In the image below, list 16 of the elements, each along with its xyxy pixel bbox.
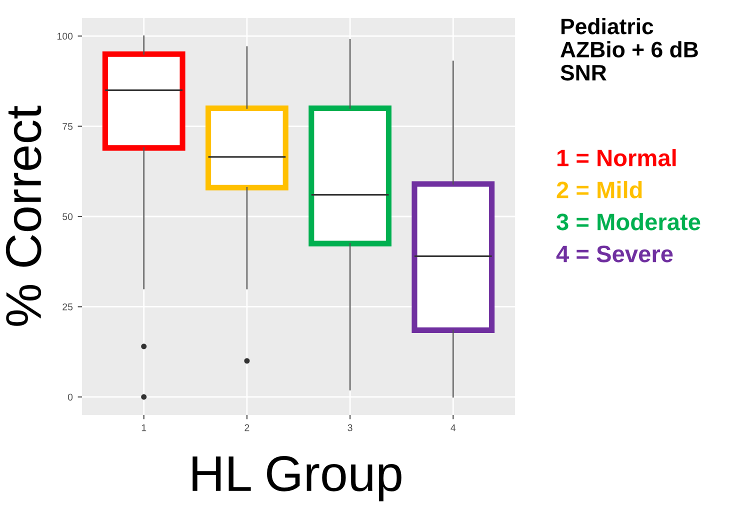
y-tick-label: 100 (57, 32, 73, 40)
y-axis-title: % Correct (6, 106, 42, 326)
x-tick-label: 4 (450, 424, 456, 432)
x-tick-label: 1 (142, 424, 146, 432)
text: 2 = Mild (556, 180, 642, 198)
y-tick-label: 50 (62, 213, 73, 220)
text: Pediatric AZBio + 6 dB SNR (560, 18, 698, 81)
x-axis-title: HL Group (192, 456, 402, 502)
x-tick-label: 2 (244, 424, 250, 432)
y-tick-label: 25 (62, 303, 73, 310)
x-tick-label: 3 (348, 424, 352, 432)
text: 1 = Normal (557, 148, 676, 166)
text: 4 = Severe (556, 246, 673, 262)
y-tick-label: 0 (68, 394, 73, 401)
y-tick-label: 75 (62, 123, 73, 130)
text: 3 = Moderate (556, 212, 700, 230)
